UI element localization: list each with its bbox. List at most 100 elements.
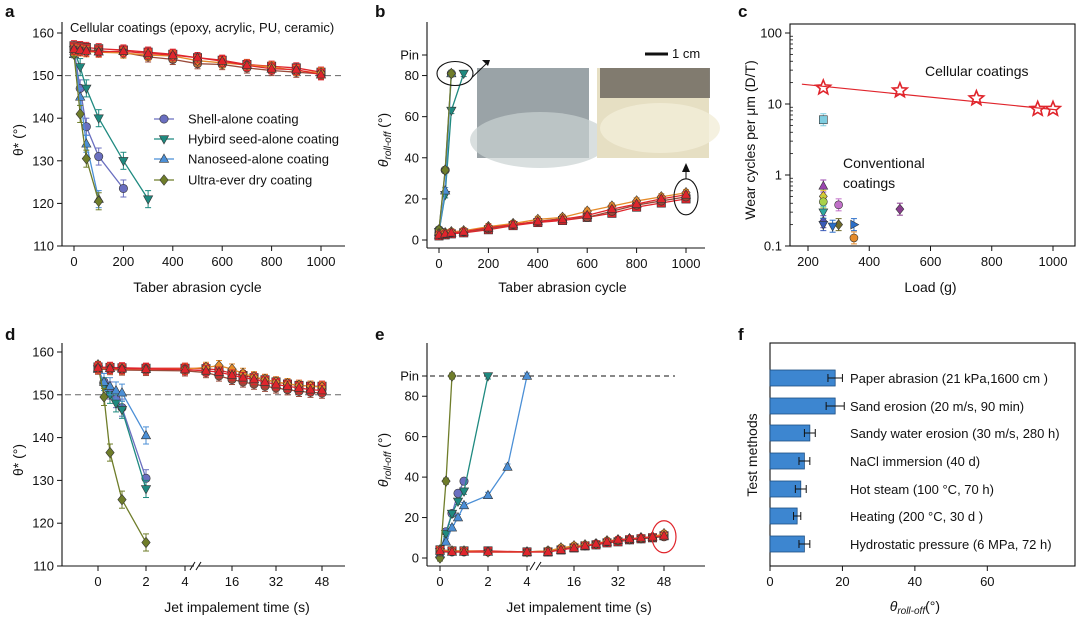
data-point xyxy=(521,370,533,380)
highlight-ellipse xyxy=(436,60,474,87)
data-point xyxy=(217,55,228,65)
axis-break-mark xyxy=(535,561,542,571)
category-label: NaCl immersion (40 d) xyxy=(850,454,980,469)
data-point xyxy=(104,362,116,372)
annotation-text: Cellular coatings (epoxy, acrylic, PU, c… xyxy=(70,20,334,35)
data-point xyxy=(582,209,593,219)
series-line xyxy=(73,54,100,200)
data-point xyxy=(116,406,128,416)
data-point xyxy=(656,193,667,203)
data-point xyxy=(141,536,151,549)
category-label: Hydrostatic pressure (6 MPa, 72 h) xyxy=(850,537,1052,552)
x-tick-label: 400 xyxy=(527,256,549,271)
data-point xyxy=(458,226,469,236)
data-point xyxy=(446,67,456,80)
data-point xyxy=(827,222,838,232)
data-point xyxy=(94,195,104,208)
y-tick-label: 0 xyxy=(412,551,419,566)
data-point xyxy=(452,497,464,508)
x-tick-label: 1000 xyxy=(672,256,701,271)
data-point xyxy=(568,542,580,552)
y-tick-label: 1 xyxy=(775,168,782,183)
data-point xyxy=(590,538,602,548)
data-point xyxy=(658,530,670,540)
data-point xyxy=(819,197,828,207)
category-label: Heating (200 °C, 30 d ) xyxy=(850,509,983,524)
data-point xyxy=(440,536,452,546)
y-tick-label: 140 xyxy=(32,111,54,126)
data-point xyxy=(967,88,986,107)
data-point xyxy=(118,45,129,55)
axis-break-mark xyxy=(189,561,196,571)
data-point xyxy=(92,362,104,372)
data-point xyxy=(110,399,122,410)
panel-b: 0 20 40 60 80 Pin 0 200 400 600 800 1000 1 cm Taber a… xyxy=(375,22,720,295)
y-axis-label: θ* (°) xyxy=(10,444,26,476)
arrow-head xyxy=(482,60,490,66)
x-tick-label: 32 xyxy=(611,574,625,589)
data-point xyxy=(75,108,85,120)
data-point xyxy=(142,195,154,205)
panel-letter: b xyxy=(375,2,385,21)
series-line xyxy=(439,535,665,553)
panel-letter: e xyxy=(375,325,384,344)
data-point xyxy=(226,369,238,379)
data-point xyxy=(502,461,513,471)
data-point xyxy=(818,180,829,190)
x-tick-label: 48 xyxy=(657,574,671,589)
panel-c: 0.1 1 10 100 200 400 600 800 1000 Cellular coatin… xyxy=(742,23,1076,295)
data-point xyxy=(624,533,635,543)
y-tick-label: 160 xyxy=(32,345,54,360)
data-point xyxy=(75,63,86,73)
x-tick-label: 0 xyxy=(70,254,77,269)
data-point xyxy=(482,372,494,382)
data-point xyxy=(849,233,859,243)
data-point xyxy=(890,80,910,99)
data-point xyxy=(200,365,212,375)
scale-bar-label: 1 cm xyxy=(672,46,700,61)
data-point xyxy=(142,47,154,58)
legend-marker xyxy=(158,153,170,163)
data-point xyxy=(291,63,302,74)
data-point xyxy=(680,189,692,199)
x-tick-label: 600 xyxy=(211,254,233,269)
x-axis-label: Taber abrasion cycle xyxy=(133,279,262,295)
y-tick-label: 150 xyxy=(32,387,54,402)
conventional-label: coatings xyxy=(843,175,895,191)
data-point xyxy=(483,222,494,232)
photo-wheel xyxy=(600,68,710,98)
x-tick-label: 48 xyxy=(315,574,329,589)
data-point xyxy=(452,511,464,522)
data-point xyxy=(446,509,458,520)
x-tick-label: 200 xyxy=(478,256,500,271)
panel-letter: d xyxy=(5,325,15,344)
y-axis-label: θroll-off (°) xyxy=(375,433,394,487)
data-point xyxy=(192,52,203,62)
x-tick-label: 2 xyxy=(484,574,491,589)
y-tick-label: 130 xyxy=(32,153,54,168)
data-point xyxy=(818,221,829,231)
y-tick-label: 60 xyxy=(405,109,419,124)
data-point xyxy=(116,386,128,397)
data-point xyxy=(447,370,457,382)
category-label: Paper abrasion (21 kPa,1600 cm ) xyxy=(850,371,1048,386)
x-tick-label: 1000 xyxy=(307,254,336,269)
y-tick-label: 110 xyxy=(33,559,54,574)
y-tick-label: 10 xyxy=(768,97,782,112)
data-point xyxy=(579,540,591,550)
arrow-head xyxy=(682,163,690,172)
panel-f: 0 20 40 60 Paper abrasion (21 kPa,1600 cm ) S… xyxy=(744,342,1076,617)
data-point xyxy=(105,446,115,459)
data-point xyxy=(282,380,293,390)
conventional-label: Conventional xyxy=(843,155,925,171)
panel-letter: a xyxy=(5,2,15,21)
x-tick-label: 16 xyxy=(567,574,581,589)
data-point xyxy=(434,545,446,555)
x-tick-label: 0 xyxy=(766,574,773,589)
data-point xyxy=(140,429,152,440)
y-axis-label: θroll-off (°) xyxy=(375,113,394,167)
data-point xyxy=(446,522,458,532)
data-point xyxy=(601,536,613,546)
data-point xyxy=(93,46,104,56)
arrow-line xyxy=(471,62,488,78)
